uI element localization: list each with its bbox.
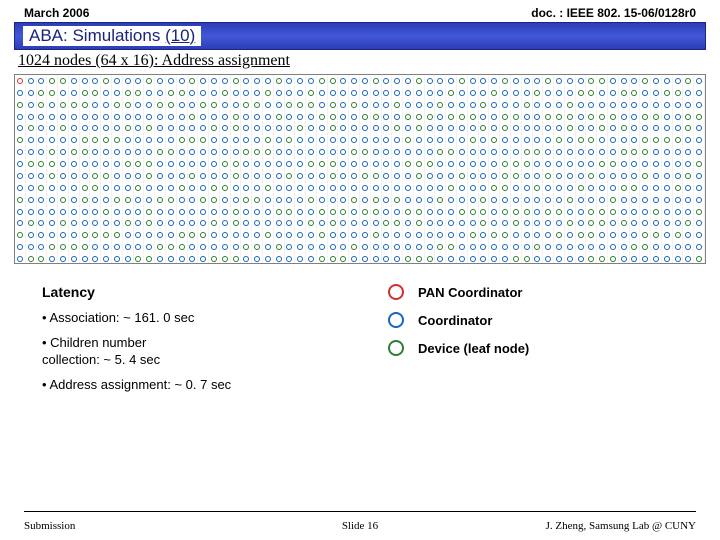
slide-number: Slide 16 xyxy=(342,520,378,532)
legend-box: Latency • Association: ~ 161. 0 sec • Ch… xyxy=(28,274,692,412)
subtitle: 1024 nodes (64 x 16): Address assignment xyxy=(18,52,702,70)
legend-label: Coordinator xyxy=(418,313,492,328)
legend-label: PAN Coordinator xyxy=(418,285,522,300)
latency-section: Latency • Association: ~ 161. 0 sec • Ch… xyxy=(28,274,328,412)
footer-right: J. Zheng, Samsung Lab @ CUNY xyxy=(546,520,696,532)
legend-row: Device (leaf node) xyxy=(388,340,529,356)
legend-label: Device (leaf node) xyxy=(418,341,529,356)
device-icon xyxy=(388,340,404,356)
latency-item: • Children number collection: ~ 5. 4 sec xyxy=(42,335,314,369)
latency-heading: Latency xyxy=(42,284,314,300)
node-grid xyxy=(14,74,706,264)
legend-row: Coordinator xyxy=(388,312,529,328)
legend-row: PAN Coordinator xyxy=(388,284,529,300)
latency-item: • Address assignment: ~ 0. 7 sec xyxy=(42,377,314,394)
footer-divider xyxy=(24,511,696,512)
header-doc: doc. : IEEE 802. 15-06/0128r0 xyxy=(531,6,696,20)
legend-section: PAN Coordinator Coordinator Device (leaf… xyxy=(388,274,529,412)
title-bar: ABA: Simulations (10) xyxy=(14,22,706,50)
footer-left: Submission xyxy=(24,520,75,532)
latency-item: • Association: ~ 161. 0 sec xyxy=(42,310,314,327)
header-date: March 2006 xyxy=(24,6,89,20)
slide-title: ABA: Simulations (10) xyxy=(23,26,201,47)
coordinator-icon xyxy=(388,312,404,328)
header: March 2006 doc. : IEEE 802. 15-06/0128r0 xyxy=(0,0,720,22)
pan-coordinator-icon xyxy=(388,284,404,300)
